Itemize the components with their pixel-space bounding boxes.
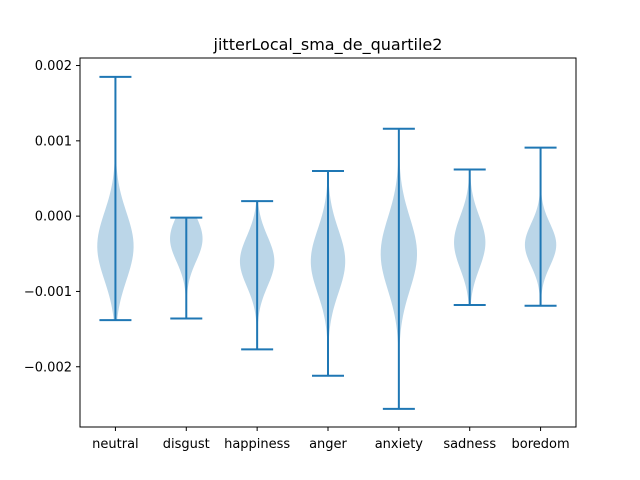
x-axis: neutral disgust happiness anger anxiety sadne… (92, 427, 570, 452)
violin-layer (97, 75, 557, 410)
chart-title: jitterLocal_sma_de_quartile2 (213, 35, 443, 55)
y-tick-label: −0.001 (24, 285, 72, 300)
x-tick-label-anger: anger (309, 437, 347, 452)
x-tick-label-anxiety: anxiety (375, 437, 424, 452)
y-axis: −0.002 −0.001 0.000 0.001 0.002 (24, 59, 80, 375)
x-tick-label-neutral: neutral (92, 437, 139, 452)
y-tick-label: 0.001 (35, 134, 72, 149)
x-tick-label-sadness: sadness (443, 437, 496, 452)
y-tick-label: 0.000 (35, 210, 72, 225)
y-tick-label: 0.002 (35, 59, 72, 74)
x-tick-label-disgust: disgust (163, 437, 210, 452)
x-tick-label-boredom: boredom (512, 437, 570, 452)
y-tick-label: −0.002 (24, 360, 72, 375)
x-tick-label-happiness: happiness (224, 437, 290, 452)
